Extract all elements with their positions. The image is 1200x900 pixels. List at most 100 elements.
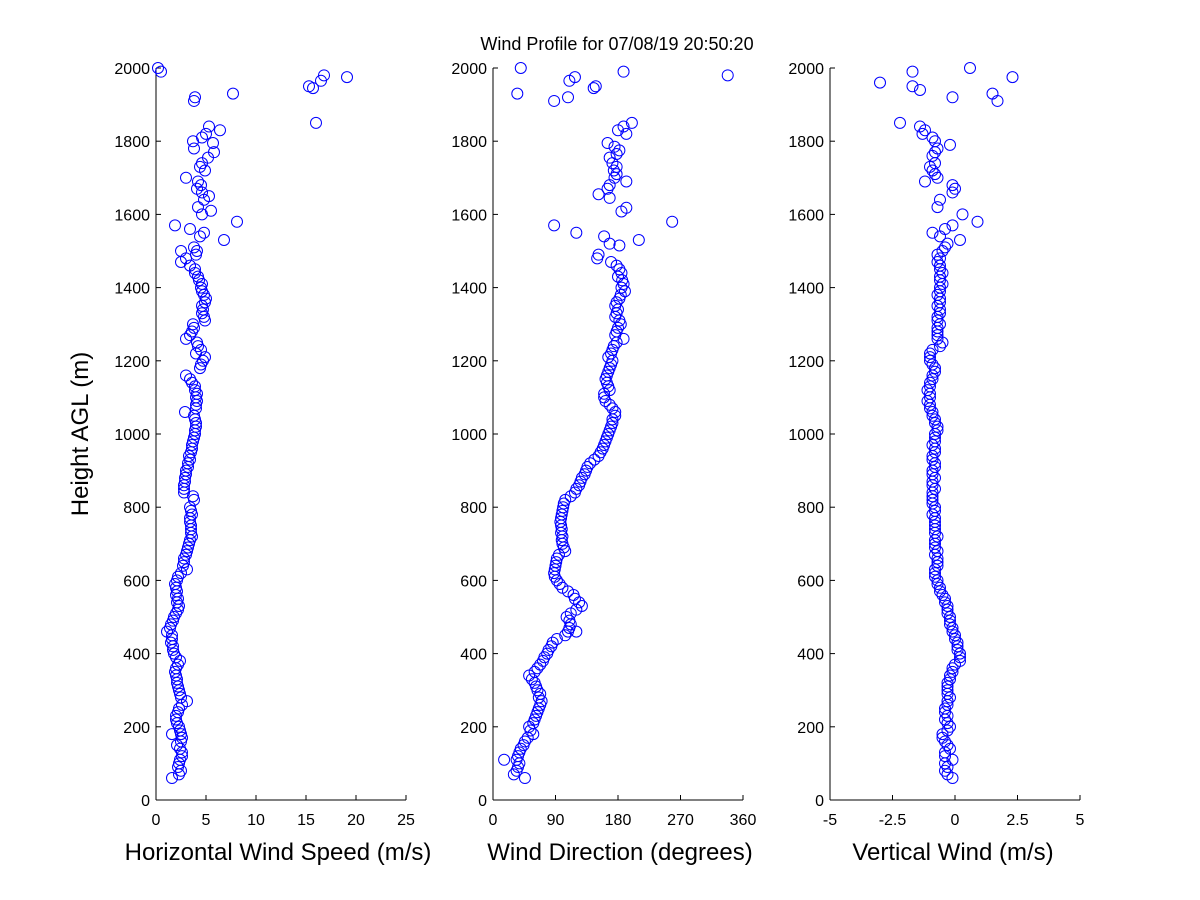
data-point	[559, 545, 572, 558]
data-point	[511, 87, 524, 100]
data-point	[177, 559, 189, 572]
data-point	[315, 74, 327, 87]
data-point	[207, 137, 219, 150]
y-tick-label: 800	[123, 500, 150, 517]
data-point	[194, 362, 206, 375]
data-point	[924, 351, 936, 364]
data-point	[562, 91, 574, 104]
data-point	[584, 457, 597, 470]
y-tick-label: 1600	[451, 207, 487, 224]
data-point	[525, 673, 538, 686]
data-point	[180, 171, 192, 184]
x-axis-title: Vertical Wind (m/s)	[852, 839, 1053, 866]
data-point	[926, 490, 939, 503]
data-point	[620, 175, 633, 188]
data-point	[617, 65, 630, 78]
data-point	[926, 508, 939, 521]
data-point	[926, 369, 939, 382]
data-point	[188, 94, 200, 107]
data-point	[946, 186, 959, 199]
data-point	[931, 578, 944, 591]
data-point	[498, 753, 511, 766]
y-tick-label: 1400	[114, 281, 150, 298]
data-point	[926, 343, 939, 356]
data-point	[587, 82, 600, 95]
data-point	[178, 479, 190, 492]
y-tick-label: 200	[797, 720, 824, 737]
x-tick-label: 10	[247, 812, 265, 829]
y-tick-label: 1600	[788, 207, 824, 224]
data-point	[936, 336, 949, 349]
data-point	[944, 618, 956, 631]
data-point	[926, 449, 939, 462]
data-point	[617, 332, 630, 345]
y-tick-label: 800	[460, 500, 487, 517]
data-points-panel-2	[498, 62, 734, 785]
data-point	[310, 116, 322, 129]
y-tick-label: 400	[797, 647, 824, 664]
data-point	[173, 768, 185, 781]
data-point	[195, 179, 207, 192]
x-tick-label: 90	[547, 812, 565, 829]
y-tick-label: 0	[815, 793, 824, 810]
data-point	[615, 205, 628, 218]
x-axis-title: Wind Direction (degrees)	[487, 839, 752, 866]
data-point	[188, 241, 200, 254]
y-tick-label: 0	[141, 793, 150, 810]
data-point	[199, 164, 211, 177]
x-tick-label: 15	[297, 812, 315, 829]
data-point	[939, 592, 951, 605]
data-point	[603, 191, 616, 204]
data-point	[192, 175, 204, 188]
data-point	[929, 482, 941, 495]
data-point	[606, 413, 619, 426]
y-tick-label: 0	[478, 793, 487, 810]
x-axis-title: Horizontal Wind Speed (m/s)	[125, 839, 432, 866]
data-point	[919, 175, 931, 188]
data-point	[180, 332, 192, 345]
x-tick-label: 20	[347, 812, 365, 829]
data-point	[603, 151, 616, 164]
data-point	[949, 632, 961, 645]
data-point	[906, 80, 919, 93]
data-point	[921, 395, 934, 408]
y-tick-label: 600	[460, 573, 487, 590]
data-point	[186, 376, 198, 389]
data-point	[227, 87, 239, 100]
y-tick-label: 1000	[788, 427, 824, 444]
data-point	[570, 625, 583, 638]
data-point	[592, 449, 605, 462]
y-axis-title: Height AGL (m)	[67, 352, 94, 517]
data-point	[946, 665, 959, 678]
data-point	[951, 636, 964, 649]
data-point	[926, 373, 939, 386]
data-point	[929, 563, 941, 576]
y-tick-label: 1200	[451, 354, 487, 371]
y-tick-label: 2000	[114, 61, 150, 78]
data-point	[170, 709, 182, 722]
y-tick-label: 800	[797, 500, 824, 517]
data-point	[563, 74, 576, 87]
data-point	[601, 137, 614, 150]
data-point	[184, 223, 196, 236]
data-point	[941, 709, 954, 722]
data-point	[607, 164, 620, 177]
data-point	[929, 442, 941, 455]
data-point	[949, 629, 961, 642]
y-tick-label: 1800	[788, 134, 824, 151]
data-point	[934, 318, 946, 331]
data-point	[946, 91, 959, 104]
data-point	[172, 761, 184, 774]
data-point	[194, 230, 206, 243]
data-point	[926, 406, 939, 419]
y-tick-label: 200	[460, 720, 487, 737]
data-point	[560, 611, 573, 623]
x-tick-label: 180	[605, 812, 632, 829]
data-point	[931, 255, 944, 268]
figure-title: Wind Profile for 07/08/19 20:50:20	[480, 34, 753, 54]
data-point	[941, 607, 954, 620]
data-point	[178, 482, 190, 495]
data-point	[721, 69, 734, 82]
x-tick-label: 2.5	[1006, 812, 1028, 829]
data-point	[929, 548, 941, 561]
